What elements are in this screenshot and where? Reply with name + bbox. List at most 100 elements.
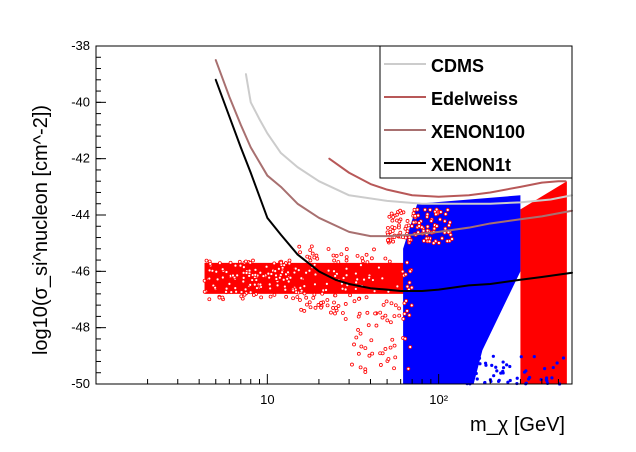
red-scatter-point bbox=[405, 284, 410, 289]
red-scatter-point bbox=[448, 232, 453, 237]
red-scatter-point bbox=[217, 261, 222, 266]
y-axis-title: log10(σ_si^nucleon [cm^-2]) bbox=[30, 105, 52, 355]
red-scatter-point bbox=[285, 276, 290, 281]
red-scatter-point bbox=[277, 275, 282, 280]
red-scatter-point bbox=[254, 278, 259, 282]
red-scatter-point bbox=[234, 289, 239, 294]
red-scatter-point bbox=[255, 286, 259, 290]
red-scatter-point bbox=[220, 267, 225, 272]
red-scatter-point bbox=[409, 303, 414, 308]
blue-scatter-point bbox=[555, 361, 559, 365]
red-scatter-point bbox=[308, 305, 313, 310]
red-scatter-point bbox=[295, 295, 300, 299]
y-tick-label: -50 bbox=[71, 376, 90, 391]
red-scatter-point bbox=[374, 323, 379, 328]
red-scatter-point bbox=[409, 285, 414, 290]
red-scatter-point bbox=[336, 260, 341, 264]
red-scatter-point bbox=[287, 258, 292, 263]
red-scatter-point bbox=[385, 318, 390, 323]
red-scatter-point bbox=[247, 268, 252, 273]
red-scatter-point bbox=[298, 250, 302, 255]
blue-scatter-point bbox=[524, 369, 528, 373]
red-scatter-point bbox=[308, 248, 313, 253]
blue-scatter-point bbox=[515, 376, 519, 380]
red-scatter-point bbox=[407, 280, 412, 285]
red-scatter-point bbox=[340, 286, 345, 291]
blue-scatter-point bbox=[544, 376, 549, 380]
red-scatter-point bbox=[363, 370, 368, 374]
red-scatter-point bbox=[343, 317, 348, 321]
blue-scatter-point bbox=[490, 363, 494, 367]
red-scatter-point bbox=[339, 252, 344, 257]
red-scatter-point bbox=[357, 311, 362, 316]
blue-scatter-point bbox=[494, 365, 498, 369]
blue-scatter-point bbox=[449, 368, 454, 372]
red-scatter-point bbox=[397, 219, 402, 224]
blue-scatter-point bbox=[468, 360, 472, 364]
red-scatter-point bbox=[344, 255, 349, 260]
red-scatter-point bbox=[269, 272, 274, 276]
red-scatter-point bbox=[364, 295, 369, 300]
red-scatter-point bbox=[336, 304, 341, 308]
red-scatter-point bbox=[400, 269, 405, 274]
red-scatter-point bbox=[408, 269, 413, 274]
blue-scatter-point bbox=[501, 371, 505, 375]
blue-scatter-point bbox=[474, 371, 478, 376]
red-scatter-point bbox=[428, 207, 433, 212]
red-scatter-point bbox=[352, 299, 357, 304]
red-scatter-point bbox=[390, 218, 395, 223]
red-scatter-point bbox=[202, 278, 207, 283]
red-scatter-point bbox=[274, 277, 279, 281]
red-scatter-point bbox=[425, 212, 430, 217]
red-scatter-point bbox=[273, 269, 278, 274]
red-scatter-point bbox=[357, 297, 361, 301]
red-scatter-point bbox=[325, 303, 330, 308]
red-scatter-point bbox=[385, 230, 390, 235]
red-scatter-point bbox=[208, 261, 213, 266]
red-scatter-point bbox=[313, 282, 317, 287]
red-scatter-point bbox=[445, 207, 450, 212]
red-scatter-point bbox=[315, 256, 320, 261]
red-scatter-point bbox=[324, 281, 329, 286]
red-scatter-point bbox=[392, 343, 397, 348]
red-scatter-point bbox=[264, 264, 269, 269]
red-scatter-point bbox=[235, 273, 240, 278]
red-scatter-point bbox=[386, 238, 390, 243]
red-scatter-point bbox=[443, 212, 448, 216]
blue-scatter-point bbox=[508, 364, 512, 369]
red-scatter-point bbox=[228, 260, 233, 265]
red-scatter-point bbox=[358, 365, 363, 370]
red-scatter-point bbox=[429, 219, 434, 223]
red-scatter-point bbox=[381, 302, 386, 307]
legend-label-cdms: CDMS bbox=[431, 56, 484, 76]
red-scatter-point bbox=[233, 263, 238, 268]
red-scatter-point bbox=[404, 298, 409, 303]
y-tick-label: -42 bbox=[71, 151, 90, 166]
red-scatter-point bbox=[279, 260, 283, 265]
red-scatter-point bbox=[258, 270, 263, 275]
red-scatter-point bbox=[244, 271, 249, 275]
blue-scatter-point bbox=[519, 355, 523, 359]
red-scatter-point bbox=[275, 283, 280, 288]
red-scatter-point bbox=[241, 265, 246, 270]
red-scatter-point bbox=[434, 207, 439, 212]
red-scatter-point bbox=[309, 244, 314, 249]
red-scatter-point bbox=[390, 337, 395, 342]
red-scatter-point bbox=[411, 220, 416, 225]
red-scatter-point bbox=[288, 275, 293, 280]
blue-scatter-point bbox=[442, 375, 447, 379]
red-scatter-point bbox=[294, 290, 299, 295]
red-scatter-point bbox=[419, 225, 424, 230]
red-scatter-point bbox=[252, 282, 257, 287]
y-tick-label: -46 bbox=[71, 263, 90, 278]
red-right-region bbox=[520, 181, 567, 384]
red-scatter-point bbox=[427, 239, 432, 244]
red-scatter-point bbox=[311, 295, 316, 300]
red-scatter-point bbox=[393, 355, 398, 360]
blue-scatter-point bbox=[444, 362, 448, 366]
red-scatter-point bbox=[243, 287, 248, 292]
blue-scatter-point bbox=[505, 363, 509, 367]
red-scatter-point bbox=[425, 228, 430, 233]
red-scatter-point bbox=[392, 314, 397, 319]
red-scatter-point bbox=[259, 295, 264, 300]
